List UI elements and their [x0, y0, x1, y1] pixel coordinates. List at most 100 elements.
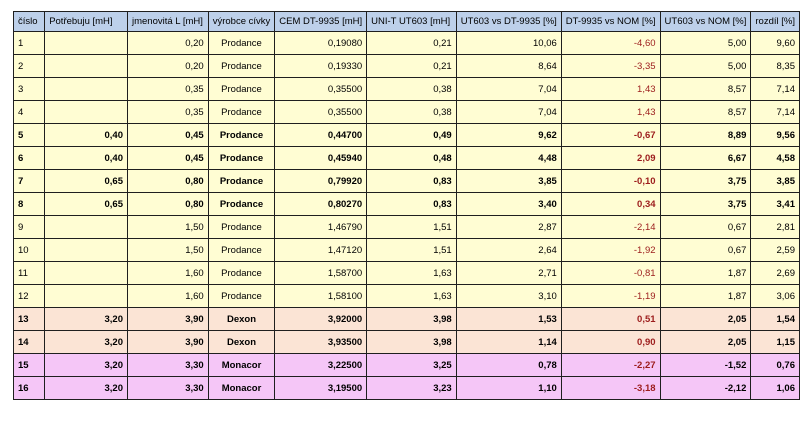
cell-potrebuju — [44, 100, 128, 124]
cell-cislo: 16 — [12, 376, 46, 400]
cell-ut603-vs-nom: 5,00 — [659, 31, 752, 55]
table-row: 12 1,60 Prodance 1,58100 1,63 3,10 -1,19 1,87 3,… — [12, 284, 800, 308]
cell-dt9935-vs-nom: -1,19 — [560, 284, 661, 308]
cell-cem-dt9935: 0,35500 — [274, 100, 368, 124]
cell-ut603-vs-nom: 1,87 — [659, 261, 752, 285]
table-row: 10 1,50 Prodance 1,47120 1,51 2,64 -1,92 0,67 2,… — [12, 238, 800, 262]
table-row: 11 1,60 Prodance 1,58700 1,63 2,71 -0,81 1,87 2,… — [12, 261, 800, 285]
cell-vyrobce: Prodance — [207, 215, 276, 239]
cell-potrebuju — [44, 261, 128, 285]
cell-cem-dt9935: 1,58100 — [274, 284, 368, 308]
cell-ut603-vs-nom: 5,00 — [659, 54, 752, 78]
cell-vyrobce: Prodance — [207, 261, 276, 285]
cell-potrebuju — [44, 31, 128, 55]
cell-ut603-vs-dt9935: 4,48 — [455, 146, 562, 170]
cell-cem-dt9935: 0,19330 — [274, 54, 368, 78]
cell-rozdil: 7,14 — [750, 100, 800, 124]
cell-jmenovita: 1,60 — [126, 284, 209, 308]
cell-vyrobce: Dexon — [207, 330, 276, 354]
cell-dt9935-vs-nom: 0,51 — [560, 307, 661, 331]
cell-ut603-vs-dt9935: 3,10 — [455, 284, 562, 308]
cell-uni-t-ut603: 1,51 — [366, 238, 457, 262]
cell-vyrobce: Prodance — [207, 284, 276, 308]
cell-ut603-vs-nom: 0,67 — [659, 238, 752, 262]
cell-potrebuju: 3,20 — [44, 307, 128, 331]
cell-uni-t-ut603: 3,98 — [366, 307, 457, 331]
cell-dt9935-vs-nom: 2,09 — [560, 146, 661, 170]
cell-potrebuju: 3,20 — [44, 376, 128, 400]
cell-rozdil: 3,85 — [750, 169, 800, 193]
cell-cislo: 10 — [12, 238, 46, 262]
cell-potrebuju: 0,40 — [44, 123, 128, 147]
cell-rozdil: 2,59 — [750, 238, 800, 262]
cell-rozdil: 1,06 — [750, 376, 800, 400]
cell-ut603-vs-dt9935: 1,10 — [455, 376, 562, 400]
cell-vyrobce: Monacor — [207, 353, 276, 377]
cell-cislo: 12 — [12, 284, 46, 308]
cell-ut603-vs-dt9935: 7,04 — [455, 77, 562, 101]
table-row: 2 0,20 Prodance 0,19330 0,21 8,64 -3,35 5,00 8,3… — [12, 54, 800, 78]
cell-cem-dt9935: 1,46790 — [274, 215, 368, 239]
cell-dt9935-vs-nom: -2,14 — [560, 215, 661, 239]
table-body: 1 0,20 Prodance 0,19080 0,21 10,06 -4,60 5,00 9,… — [12, 31, 800, 400]
cell-jmenovita: 3,90 — [126, 307, 209, 331]
header-jmenovita: jmenovitá L [mH] — [126, 11, 209, 32]
cell-cislo: 9 — [12, 215, 46, 239]
cell-ut603-vs-nom: 3,75 — [659, 192, 752, 216]
cell-potrebuju — [44, 215, 128, 239]
cell-rozdil: 0,76 — [750, 353, 800, 377]
cell-uni-t-ut603: 0,21 — [366, 31, 457, 55]
cell-ut603-vs-dt9935: 1,14 — [455, 330, 562, 354]
cell-cislo: 6 — [12, 146, 46, 170]
cell-vyrobce: Prodance — [207, 146, 276, 170]
table-row: 16 3,20 3,30 Monacor 3,19500 3,23 1,10 -3,18 -2,… — [12, 376, 800, 400]
cell-potrebuju: 3,20 — [44, 353, 128, 377]
cell-cem-dt9935: 0,79920 — [274, 169, 368, 193]
cell-rozdil: 1,15 — [750, 330, 800, 354]
table-row: 15 3,20 3,30 Monacor 3,22500 3,25 0,78 -2,27 -1,… — [12, 353, 800, 377]
cell-cem-dt9935: 3,22500 — [274, 353, 368, 377]
cell-cem-dt9935: 0,80270 — [274, 192, 368, 216]
table-row: 1 0,20 Prodance 0,19080 0,21 10,06 -4,60 5,00 9,… — [12, 31, 800, 55]
cell-jmenovita: 0,20 — [126, 54, 209, 78]
header-uni-t-ut603: UNI-T UT603 [mH] — [366, 11, 457, 32]
cell-uni-t-ut603: 3,23 — [366, 376, 457, 400]
cell-vyrobce: Monacor — [207, 376, 276, 400]
table-row: 13 3,20 3,90 Dexon 3,92000 3,98 1,53 0,51 2,05 1,… — [12, 307, 800, 331]
cell-rozdil: 3,06 — [750, 284, 800, 308]
cell-vyrobce: Prodance — [207, 238, 276, 262]
table-row: 5 0,40 0,45 Prodance 0,44700 0,49 9,62 -0,67 8,8… — [12, 123, 800, 147]
header-row: číslo Potřebuju [mH] jmenovitá L [mH] vý… — [12, 11, 800, 32]
cell-jmenovita: 3,30 — [126, 353, 209, 377]
cell-cislo: 5 — [12, 123, 46, 147]
cell-jmenovita: 1,60 — [126, 261, 209, 285]
cell-ut603-vs-nom: 2,05 — [659, 330, 752, 354]
cell-uni-t-ut603: 0,83 — [366, 169, 457, 193]
header-cem-dt9935: CEM DT-9935 [mH] — [274, 11, 368, 32]
cell-vyrobce: Prodance — [207, 123, 276, 147]
cell-jmenovita: 0,35 — [126, 77, 209, 101]
cell-dt9935-vs-nom: -1,92 — [560, 238, 661, 262]
cell-cislo: 8 — [12, 192, 46, 216]
cell-cislo: 14 — [12, 330, 46, 354]
cell-potrebuju: 0,40 — [44, 146, 128, 170]
cell-ut603-vs-nom: 8,89 — [659, 123, 752, 147]
cell-rozdil: 4,58 — [750, 146, 800, 170]
cell-vyrobce: Prodance — [207, 100, 276, 124]
cell-rozdil: 2,81 — [750, 215, 800, 239]
cell-potrebuju — [44, 54, 128, 78]
table-row: 6 0,40 0,45 Prodance 0,45940 0,48 4,48 2,09 6,67… — [12, 146, 800, 170]
cell-potrebuju: 0,65 — [44, 192, 128, 216]
header-cislo: číslo — [12, 11, 46, 32]
cell-cislo: 3 — [12, 77, 46, 101]
inductance-measurement-table: číslo Potřebuju [mH] jmenovitá L [mH] vý… — [12, 11, 800, 400]
cell-uni-t-ut603: 3,98 — [366, 330, 457, 354]
cell-dt9935-vs-nom: -3,18 — [560, 376, 661, 400]
header-ut603-vs-dt9935: UT603 vs DT-9935 [%] — [455, 11, 562, 32]
cell-uni-t-ut603: 0,48 — [366, 146, 457, 170]
cell-ut603-vs-nom: 1,87 — [659, 284, 752, 308]
cell-ut603-vs-nom: -2,12 — [659, 376, 752, 400]
cell-cislo: 1 — [12, 31, 46, 55]
cell-cem-dt9935: 3,92000 — [274, 307, 368, 331]
cell-dt9935-vs-nom: -0,10 — [560, 169, 661, 193]
